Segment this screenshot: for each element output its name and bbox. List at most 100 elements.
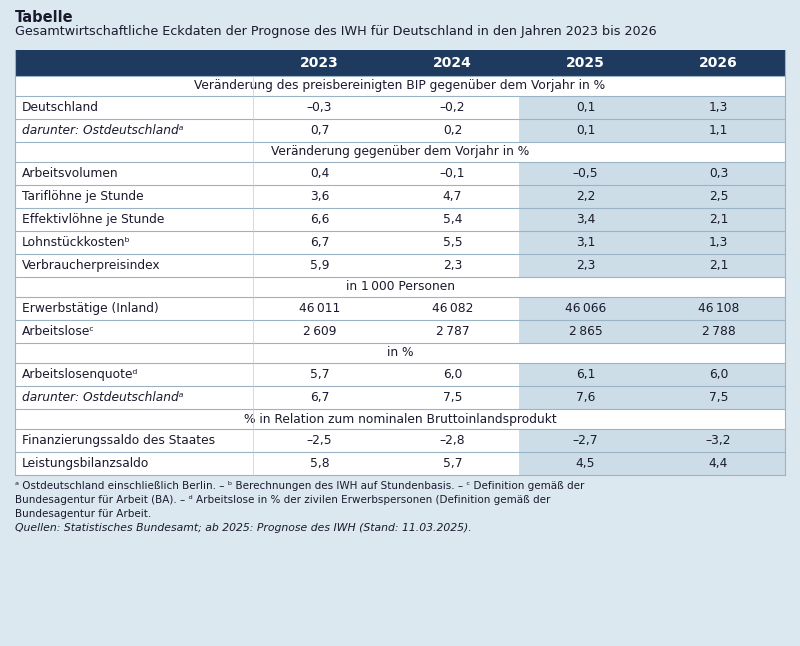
Text: Finanzierungssaldo des Staates: Finanzierungssaldo des Staates xyxy=(22,434,215,447)
Text: Erwerbstätige (Inland): Erwerbstätige (Inland) xyxy=(22,302,158,315)
Bar xyxy=(15,409,785,429)
Text: 0,3: 0,3 xyxy=(709,167,728,180)
Bar xyxy=(15,208,253,231)
Text: Tariflöhne je Stunde: Tariflöhne je Stunde xyxy=(22,190,144,203)
Text: Gesamtwirtschaftliche Eckdaten der Prognose des IWH für Deutschland in den Jahre: Gesamtwirtschaftliche Eckdaten der Progn… xyxy=(15,25,657,38)
Bar xyxy=(15,386,253,409)
Text: Veränderung gegenüber dem Vorjahr in %: Veränderung gegenüber dem Vorjahr in % xyxy=(271,145,529,158)
Text: 6,7: 6,7 xyxy=(310,391,329,404)
Bar xyxy=(15,452,253,475)
Text: 6,7: 6,7 xyxy=(310,236,329,249)
Text: Tabelle: Tabelle xyxy=(15,10,74,25)
Text: 6,1: 6,1 xyxy=(576,368,595,381)
Text: 46 066: 46 066 xyxy=(565,302,606,315)
Bar xyxy=(652,119,785,142)
Bar xyxy=(15,76,785,96)
Bar xyxy=(386,231,519,254)
Text: in %: in % xyxy=(386,346,414,360)
Text: 0,1: 0,1 xyxy=(576,124,595,137)
Text: Arbeitsvolumen: Arbeitsvolumen xyxy=(22,167,118,180)
Text: Effektivlöhne je Stunde: Effektivlöhne je Stunde xyxy=(22,213,164,226)
Text: –2,8: –2,8 xyxy=(440,434,466,447)
Bar xyxy=(15,343,785,363)
Text: 2 865: 2 865 xyxy=(569,325,602,338)
Text: 2 788: 2 788 xyxy=(702,325,735,338)
Bar xyxy=(652,320,785,343)
Text: 3,4: 3,4 xyxy=(576,213,595,226)
Bar xyxy=(519,429,652,452)
Text: 2025: 2025 xyxy=(566,56,605,70)
Bar xyxy=(386,208,519,231)
Bar xyxy=(253,363,386,386)
Text: 5,7: 5,7 xyxy=(310,368,330,381)
Text: –0,5: –0,5 xyxy=(573,167,598,180)
Text: 2,3: 2,3 xyxy=(443,259,462,272)
Text: Arbeitsloseᶜ: Arbeitsloseᶜ xyxy=(22,325,95,338)
Bar xyxy=(519,162,652,185)
Bar xyxy=(519,231,652,254)
Text: 46 082: 46 082 xyxy=(432,302,473,315)
Text: 0,1: 0,1 xyxy=(576,101,595,114)
Text: –2,7: –2,7 xyxy=(573,434,598,447)
Text: 2,1: 2,1 xyxy=(709,259,728,272)
Text: 46 011: 46 011 xyxy=(299,302,340,315)
Bar xyxy=(386,363,519,386)
Text: 2026: 2026 xyxy=(699,56,738,70)
Text: 0,2: 0,2 xyxy=(443,124,462,137)
Bar xyxy=(386,185,519,208)
Bar xyxy=(386,320,519,343)
Text: 7,6: 7,6 xyxy=(576,391,595,404)
Bar xyxy=(253,320,386,343)
Text: 1,1: 1,1 xyxy=(709,124,728,137)
Bar xyxy=(15,363,253,386)
Bar xyxy=(253,297,386,320)
Text: 46 108: 46 108 xyxy=(698,302,739,315)
Text: Quellen: Statistisches Bundesamt; ab 2025: Prognose des IWH (Stand: 11.03.2025).: Quellen: Statistisches Bundesamt; ab 202… xyxy=(15,523,472,533)
Bar xyxy=(386,452,519,475)
Text: –0,1: –0,1 xyxy=(440,167,466,180)
Bar xyxy=(652,185,785,208)
Bar xyxy=(253,119,386,142)
Text: –3,2: –3,2 xyxy=(706,434,731,447)
Bar xyxy=(15,96,253,119)
Text: 5,9: 5,9 xyxy=(310,259,330,272)
Text: –0,3: –0,3 xyxy=(306,101,332,114)
Text: Leistungsbilanzsaldo: Leistungsbilanzsaldo xyxy=(22,457,150,470)
Text: 2023: 2023 xyxy=(300,56,339,70)
Text: 4,5: 4,5 xyxy=(576,457,595,470)
Text: 6,6: 6,6 xyxy=(310,213,329,226)
Bar xyxy=(253,96,386,119)
Text: 1,3: 1,3 xyxy=(709,236,728,249)
Bar xyxy=(519,208,652,231)
Bar xyxy=(519,386,652,409)
Text: Deutschland: Deutschland xyxy=(22,101,99,114)
Text: 6,0: 6,0 xyxy=(709,368,728,381)
Text: 7,5: 7,5 xyxy=(442,391,462,404)
Bar xyxy=(519,119,652,142)
Bar xyxy=(15,297,253,320)
Bar xyxy=(652,429,785,452)
Bar xyxy=(652,254,785,277)
Text: ᵃ Ostdeutschland einschließlich Berlin. – ᵇ Berechnungen des IWH auf Stundenbasi: ᵃ Ostdeutschland einschließlich Berlin. … xyxy=(15,481,584,519)
Text: 0,4: 0,4 xyxy=(310,167,329,180)
Bar xyxy=(519,96,652,119)
Text: 2 609: 2 609 xyxy=(302,325,336,338)
Bar xyxy=(15,277,785,297)
Bar xyxy=(253,386,386,409)
Bar xyxy=(652,96,785,119)
Text: 5,7: 5,7 xyxy=(442,457,462,470)
Text: 7,5: 7,5 xyxy=(709,391,728,404)
Text: 1,3: 1,3 xyxy=(709,101,728,114)
Text: 2,1: 2,1 xyxy=(709,213,728,226)
Bar xyxy=(253,162,386,185)
Bar xyxy=(253,254,386,277)
Bar xyxy=(15,320,253,343)
Text: 5,8: 5,8 xyxy=(310,457,330,470)
Text: 0,7: 0,7 xyxy=(310,124,329,137)
Bar xyxy=(386,386,519,409)
Bar xyxy=(386,254,519,277)
Text: 2024: 2024 xyxy=(433,56,472,70)
Text: –0,2: –0,2 xyxy=(440,101,466,114)
Bar xyxy=(652,363,785,386)
Text: 4,4: 4,4 xyxy=(709,457,728,470)
